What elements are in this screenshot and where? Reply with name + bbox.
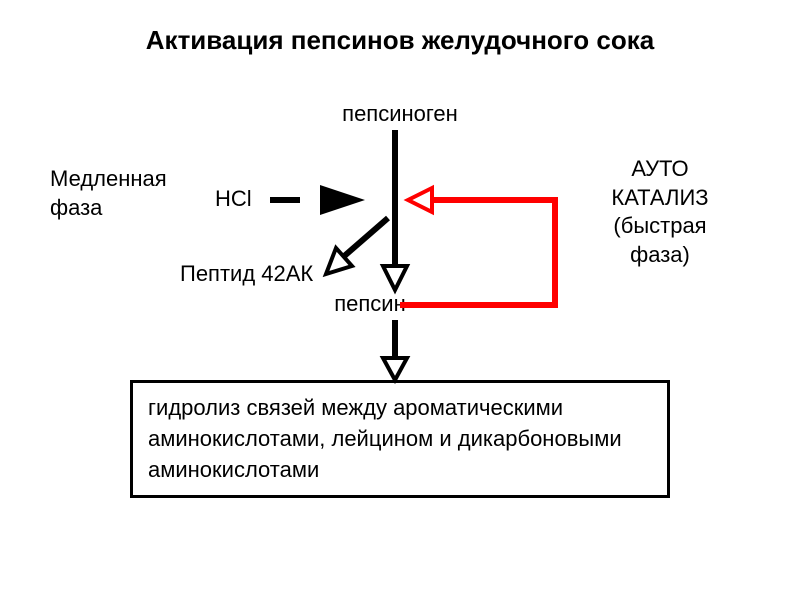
hcl-arrowhead — [320, 185, 365, 215]
result-arrow-head — [383, 358, 407, 380]
main-arrow-head — [383, 266, 407, 290]
feedback-arrowhead — [408, 188, 432, 212]
flow-diagram — [0, 0, 800, 600]
peptide-arrow-shaft — [342, 218, 388, 258]
feedback-path — [400, 200, 555, 305]
